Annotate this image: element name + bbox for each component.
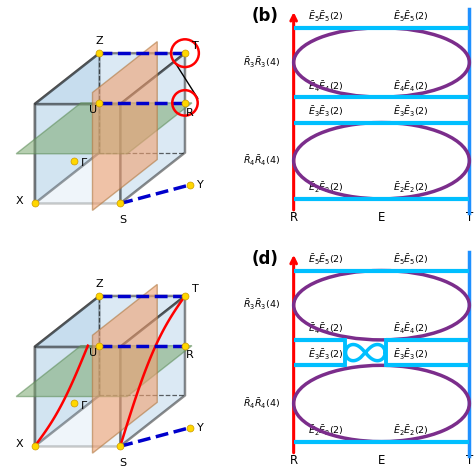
Text: R: R bbox=[186, 350, 194, 360]
Polygon shape bbox=[16, 103, 192, 154]
Text: X: X bbox=[16, 439, 23, 449]
Text: Z: Z bbox=[96, 36, 103, 46]
Text: R: R bbox=[290, 211, 298, 224]
Text: U: U bbox=[89, 348, 97, 358]
Text: $\bar{R}_4\bar{R}_4(4)$: $\bar{R}_4\bar{R}_4(4)$ bbox=[243, 154, 280, 168]
Text: $\bar{E}_2\bar{E}_2(2)$: $\bar{E}_2\bar{E}_2(2)$ bbox=[393, 424, 429, 438]
Polygon shape bbox=[120, 296, 185, 446]
Polygon shape bbox=[35, 53, 100, 203]
Polygon shape bbox=[35, 53, 185, 104]
Text: $\bar{E}_3\bar{E}_3(2)$: $\bar{E}_3\bar{E}_3(2)$ bbox=[393, 105, 429, 119]
Text: T: T bbox=[466, 211, 473, 224]
Text: $\bar{E}_2\bar{E}_2(2)$: $\bar{E}_2\bar{E}_2(2)$ bbox=[308, 181, 343, 195]
Text: T: T bbox=[192, 41, 199, 51]
Polygon shape bbox=[35, 296, 100, 446]
Text: $\bar{E}_5\bar{E}_5(2)$: $\bar{E}_5\bar{E}_5(2)$ bbox=[393, 253, 429, 267]
Text: Γ: Γ bbox=[81, 401, 87, 411]
Text: Y: Y bbox=[197, 423, 203, 433]
Text: $\bar{E}_4\bar{E}_4(2)$: $\bar{E}_4\bar{E}_4(2)$ bbox=[393, 79, 429, 94]
Text: Y: Y bbox=[197, 180, 203, 190]
Text: U: U bbox=[89, 105, 97, 115]
Text: (d): (d) bbox=[252, 250, 279, 268]
Text: T: T bbox=[466, 454, 473, 467]
Polygon shape bbox=[92, 42, 157, 210]
Text: $\bar{E}_3\bar{E}_3(2)$: $\bar{E}_3\bar{E}_3(2)$ bbox=[308, 105, 343, 119]
Text: $\bar{R}_3\bar{R}_3(4)$: $\bar{R}_3\bar{R}_3(4)$ bbox=[243, 298, 280, 312]
Text: $\bar{E}_5\bar{E}_5(2)$: $\bar{E}_5\bar{E}_5(2)$ bbox=[308, 10, 343, 24]
Text: $\bar{E}_5\bar{E}_5(2)$: $\bar{E}_5\bar{E}_5(2)$ bbox=[308, 253, 343, 267]
Polygon shape bbox=[16, 346, 192, 397]
Polygon shape bbox=[92, 284, 157, 453]
Text: E: E bbox=[378, 454, 385, 467]
Text: E: E bbox=[378, 211, 385, 224]
Text: X: X bbox=[16, 196, 23, 206]
Text: $\bar{E}_4\bar{E}_4(2)$: $\bar{E}_4\bar{E}_4(2)$ bbox=[308, 79, 343, 94]
Text: R: R bbox=[290, 454, 298, 467]
Text: $\bar{R}_4\bar{R}_4(4)$: $\bar{R}_4\bar{R}_4(4)$ bbox=[243, 396, 280, 410]
Text: $\bar{E}_2\bar{E}_2(2)$: $\bar{E}_2\bar{E}_2(2)$ bbox=[308, 424, 343, 438]
Text: Γ: Γ bbox=[81, 158, 87, 168]
Text: $\bar{E}_4\bar{E}_4(2)$: $\bar{E}_4\bar{E}_4(2)$ bbox=[393, 322, 429, 337]
Text: $\bar{E}_3\bar{E}_3(2)$: $\bar{E}_3\bar{E}_3(2)$ bbox=[308, 347, 343, 362]
Text: S: S bbox=[119, 458, 126, 468]
Text: (b): (b) bbox=[252, 7, 279, 25]
Text: $\bar{E}_3\bar{E}_3(2)$: $\bar{E}_3\bar{E}_3(2)$ bbox=[393, 347, 429, 362]
Polygon shape bbox=[120, 53, 185, 203]
Text: Z: Z bbox=[96, 279, 103, 289]
Text: S: S bbox=[119, 215, 126, 225]
Text: $\bar{R}_3\bar{R}_3(4)$: $\bar{R}_3\bar{R}_3(4)$ bbox=[243, 55, 280, 70]
Text: T: T bbox=[192, 283, 199, 294]
Text: R: R bbox=[186, 108, 194, 118]
Text: $\bar{E}_2\bar{E}_2(2)$: $\bar{E}_2\bar{E}_2(2)$ bbox=[393, 181, 429, 195]
Polygon shape bbox=[35, 104, 120, 203]
Polygon shape bbox=[35, 347, 120, 446]
Polygon shape bbox=[35, 296, 185, 347]
Text: $\bar{E}_5\bar{E}_5(2)$: $\bar{E}_5\bar{E}_5(2)$ bbox=[393, 10, 429, 24]
Text: $\bar{E}_4\bar{E}_4(2)$: $\bar{E}_4\bar{E}_4(2)$ bbox=[308, 322, 343, 337]
